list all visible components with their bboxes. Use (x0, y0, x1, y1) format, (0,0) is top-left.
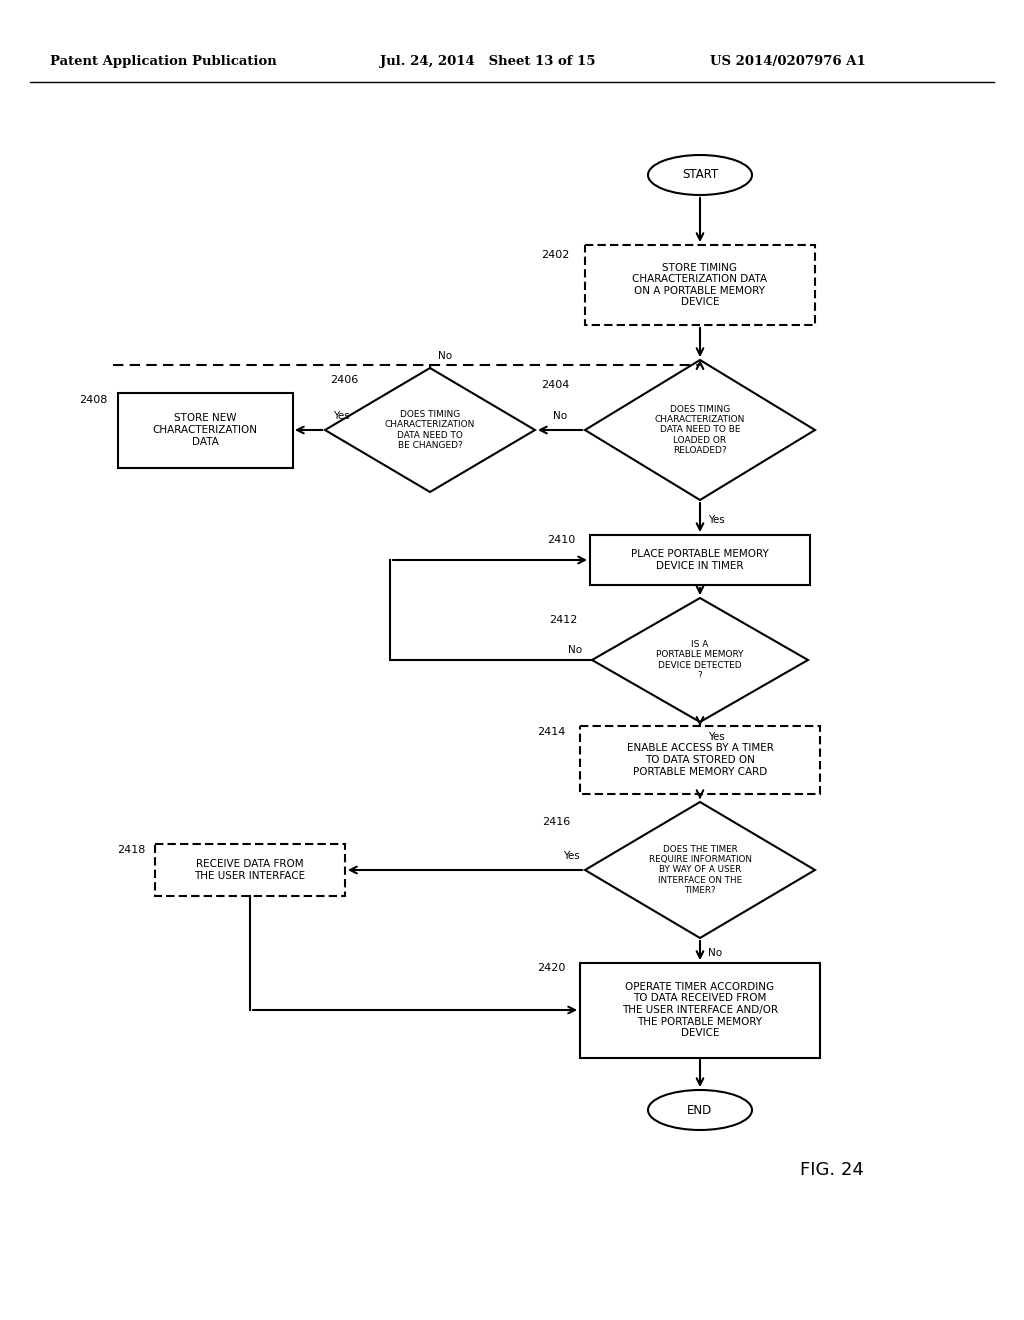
Text: ENABLE ACCESS BY A TIMER
TO DATA STORED ON
PORTABLE MEMORY CARD: ENABLE ACCESS BY A TIMER TO DATA STORED … (627, 743, 773, 776)
Text: Yes: Yes (708, 733, 725, 742)
Text: Patent Application Publication: Patent Application Publication (50, 55, 276, 69)
Text: STORE TIMING
CHARACTERIZATION DATA
ON A PORTABLE MEMORY
DEVICE: STORE TIMING CHARACTERIZATION DATA ON A … (633, 263, 768, 308)
Text: START: START (682, 169, 718, 181)
Text: FIG. 24: FIG. 24 (800, 1162, 864, 1179)
Text: STORE NEW
CHARACTERIZATION
DATA: STORE NEW CHARACTERIZATION DATA (153, 413, 257, 446)
Bar (590, 535, 810, 585)
Text: Yes: Yes (333, 411, 350, 421)
Text: 2412: 2412 (549, 615, 577, 624)
Text: DOES TIMING
CHARACTERIZATION
DATA NEED TO BE
LOADED OR
RELOADED?: DOES TIMING CHARACTERIZATION DATA NEED T… (654, 405, 745, 455)
Text: 2402: 2402 (542, 249, 570, 260)
Text: Yes: Yes (563, 851, 580, 861)
Text: END: END (687, 1104, 713, 1117)
Text: 2408: 2408 (80, 395, 108, 405)
Text: 2414: 2414 (537, 727, 565, 737)
Text: 2418: 2418 (117, 845, 145, 855)
Text: OPERATE TIMER ACCORDING
TO DATA RECEIVED FROM
THE USER INTERFACE AND/OR
THE PORT: OPERATE TIMER ACCORDING TO DATA RECEIVED… (622, 982, 778, 1039)
Text: 2420: 2420 (537, 964, 565, 973)
Text: Yes: Yes (708, 515, 725, 525)
Text: RECEIVE DATA FROM
THE USER INTERFACE: RECEIVE DATA FROM THE USER INTERFACE (195, 859, 305, 880)
Bar (585, 246, 815, 325)
Text: No: No (553, 411, 567, 421)
Text: DOES THE TIMER
REQUIRE INFORMATION
BY WAY OF A USER
INTERFACE ON THE
TIMER?: DOES THE TIMER REQUIRE INFORMATION BY WA… (648, 845, 752, 895)
Bar (580, 726, 820, 795)
Text: DOES TIMING
CHARACTERIZATION
DATA NEED TO
BE CHANGED?: DOES TIMING CHARACTERIZATION DATA NEED T… (385, 411, 475, 450)
Text: IS A
PORTABLE MEMORY
DEVICE DETECTED
?: IS A PORTABLE MEMORY DEVICE DETECTED ? (656, 640, 743, 680)
Bar (118, 392, 293, 467)
Text: No: No (438, 351, 453, 360)
Text: 2410: 2410 (547, 535, 575, 545)
Text: No: No (708, 948, 722, 958)
Text: 2406: 2406 (330, 375, 358, 385)
Text: US 2014/0207976 A1: US 2014/0207976 A1 (710, 55, 865, 69)
Bar (580, 962, 820, 1057)
Text: Jul. 24, 2014   Sheet 13 of 15: Jul. 24, 2014 Sheet 13 of 15 (380, 55, 596, 69)
Text: 2416: 2416 (542, 817, 570, 828)
Text: 2404: 2404 (542, 380, 570, 389)
Bar (155, 843, 345, 896)
Text: PLACE PORTABLE MEMORY
DEVICE IN TIMER: PLACE PORTABLE MEMORY DEVICE IN TIMER (631, 549, 769, 570)
Text: No: No (568, 645, 582, 655)
